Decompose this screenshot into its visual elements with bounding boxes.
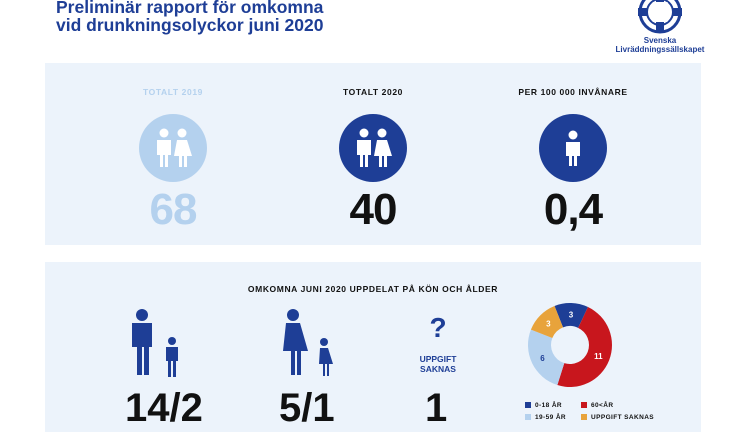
- man-woman-icon: [157, 128, 192, 167]
- legend-label: UPPGIFT SAKNAS: [591, 414, 655, 421]
- logo-letter: S: [652, 18, 656, 24]
- donut-slice-label: 3: [569, 311, 574, 320]
- woman-girl-icon: [283, 309, 333, 376]
- unknown-label-line-1: UPPGIFT: [419, 354, 457, 364]
- unknown-label-line-2: SAKNAS: [420, 364, 456, 374]
- logo-org-line-1: Svenska: [643, 36, 677, 45]
- female-group: 5/1: [275, 308, 365, 428]
- legend-swatch: [581, 414, 587, 420]
- section-title: OMKOMNA JUNI 2020 UPPDELAT PÅ KÖN OCH ÅL…: [247, 284, 499, 294]
- donut-slice-label: 11: [594, 352, 603, 361]
- age-donut-chart: 3 11 6 3: [528, 303, 613, 388]
- female-value: 5/1: [279, 386, 335, 430]
- donut-slice: [554, 303, 588, 328]
- lifebuoy-icon: S S S L: [638, 0, 682, 34]
- logo-letter: S: [665, 2, 669, 8]
- logo-letter: S: [652, 2, 656, 8]
- stat-value: 0,4: [543, 185, 603, 234]
- totals-panel: TOTALT 2019 68 TOTALT 2020 40 PER 100 00…: [45, 63, 701, 245]
- legend-label: 19-59 ÅR: [535, 414, 567, 421]
- person-icon: [566, 130, 580, 166]
- stat-circle: [139, 114, 207, 182]
- stat-label: TOTALT 2019: [143, 87, 203, 97]
- male-group: 14/2: [125, 308, 215, 428]
- donut-slice: [530, 305, 564, 339]
- male-value: 14/2: [125, 386, 203, 430]
- legend-item-unknown: UPPGIFT SAKNAS: [581, 414, 654, 421]
- donut-slice: [528, 329, 565, 386]
- stat-label: PER 100 000 INVÅNARE: [518, 87, 628, 97]
- stat-value: 68: [149, 185, 198, 234]
- title-line-2: vid drunkningsolyckor juni 2020: [56, 15, 324, 35]
- donut-slice: [557, 307, 613, 388]
- unknown-value: 1: [425, 386, 448, 430]
- organization-logo: S S S L Svenska Livräddningssällskapet: [612, 0, 708, 54]
- unknown-label: UPPGIFT SAKNAS: [413, 354, 463, 374]
- legend-label: 60<ÅR: [591, 402, 614, 409]
- breakdown-panel: OMKOMNA JUNI 2020 UPPDELAT PÅ KÖN OCH ÅL…: [45, 262, 701, 432]
- stat-label: TOTALT 2020: [343, 87, 403, 97]
- page-title: Preliminär rapport för omkomna vid drunk…: [56, 0, 323, 34]
- stat-circle: [539, 114, 607, 182]
- logo-org-name: Svenska Livräddningssällskapet: [612, 36, 708, 54]
- legend-item-19-59: 19-59 ÅR: [525, 414, 566, 421]
- legend-item-0-18: 0-18 ÅR: [525, 402, 562, 409]
- logo-org-line-2: Livräddningssällskapet: [615, 45, 705, 54]
- stat-value: 40: [349, 185, 398, 234]
- question-mark-icon: ?: [429, 312, 447, 343]
- unknown-group: ? UPPGIFT SAKNAS 1: [413, 312, 463, 430]
- legend-swatch: [525, 414, 531, 420]
- logo-letter: L: [665, 18, 668, 24]
- donut-slice-label: 3: [546, 319, 551, 328]
- stat-circle: [339, 114, 407, 182]
- legend-label: 0-18 ÅR: [535, 402, 563, 409]
- title-line-1: Preliminär rapport för omkomna: [56, 0, 324, 17]
- chart-legend: 0-18 ÅR 60<ÅR 19-59 ÅR UPPGIFT SAKNAS: [525, 402, 654, 432]
- donut-slice-label: 6: [540, 354, 545, 363]
- man-boy-icon: [132, 309, 178, 377]
- legend-swatch: [581, 402, 587, 408]
- man-woman-icon: [357, 128, 392, 167]
- legend-swatch: [525, 402, 531, 408]
- legend-item-60-plus: 60<ÅR: [581, 402, 613, 409]
